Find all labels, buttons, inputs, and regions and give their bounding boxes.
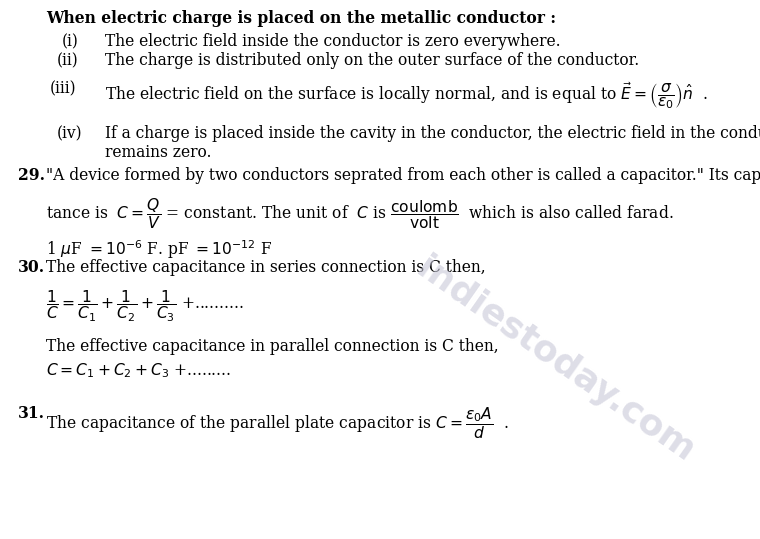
Text: The charge is distributed only on the outer surface of the conductor.: The charge is distributed only on the ou… — [105, 52, 639, 69]
Text: (i): (i) — [62, 33, 79, 50]
Text: If a charge is placed inside the cavity in the conductor, the electric field in : If a charge is placed inside the cavity … — [105, 125, 760, 142]
Text: tance is  $C = \dfrac{Q}{V}$ = constant. The unit of  $C$ is $\dfrac{\mathrm{cou: tance is $C = \dfrac{Q}{V}$ = constant. … — [46, 196, 673, 231]
Text: When electric charge is placed on the metallic conductor :: When electric charge is placed on the me… — [46, 10, 556, 27]
Text: $\dfrac{1}{C} = \dfrac{1}{C_1} + \dfrac{1}{C_2} + \dfrac{1}{C_3}$ +..........: $\dfrac{1}{C} = \dfrac{1}{C_1} + \dfrac{… — [46, 288, 244, 323]
Text: (ii): (ii) — [57, 52, 79, 69]
Text: 31.: 31. — [18, 405, 45, 422]
Text: remains zero.: remains zero. — [105, 144, 211, 161]
Text: 1 $\mu$F $= 10^{-6}$ F. pF $= 10^{-12}$ F: 1 $\mu$F $= 10^{-6}$ F. pF $= 10^{-12}$ … — [46, 238, 272, 261]
Text: The electric field inside the conductor is zero everywhere.: The electric field inside the conductor … — [105, 33, 561, 50]
Text: The capacitance of the parallel plate capacitor is $C = \dfrac{\varepsilon_0 A}{: The capacitance of the parallel plate ca… — [46, 405, 509, 440]
Text: "A device formed by two conductors seprated from each other is called a capacito: "A device formed by two conductors sepra… — [46, 167, 760, 184]
Text: The effective capacitance in series connection is C then,: The effective capacitance in series conn… — [46, 259, 486, 276]
Text: (iii): (iii) — [50, 80, 77, 97]
Text: The effective capacitance in parallel connection is C then,: The effective capacitance in parallel co… — [46, 338, 499, 355]
Text: 30.: 30. — [18, 259, 45, 276]
Text: The electric field on the surface is locally normal, and is equal to $\vec{E} = : The electric field on the surface is loc… — [105, 80, 708, 111]
Text: $C = C_1 + C_2 + C_3$ +.........: $C = C_1 + C_2 + C_3$ +......... — [46, 361, 231, 379]
Text: indiestoday.com: indiestoday.com — [410, 251, 701, 469]
Text: (iv): (iv) — [57, 125, 83, 142]
Text: 29.: 29. — [18, 167, 45, 184]
